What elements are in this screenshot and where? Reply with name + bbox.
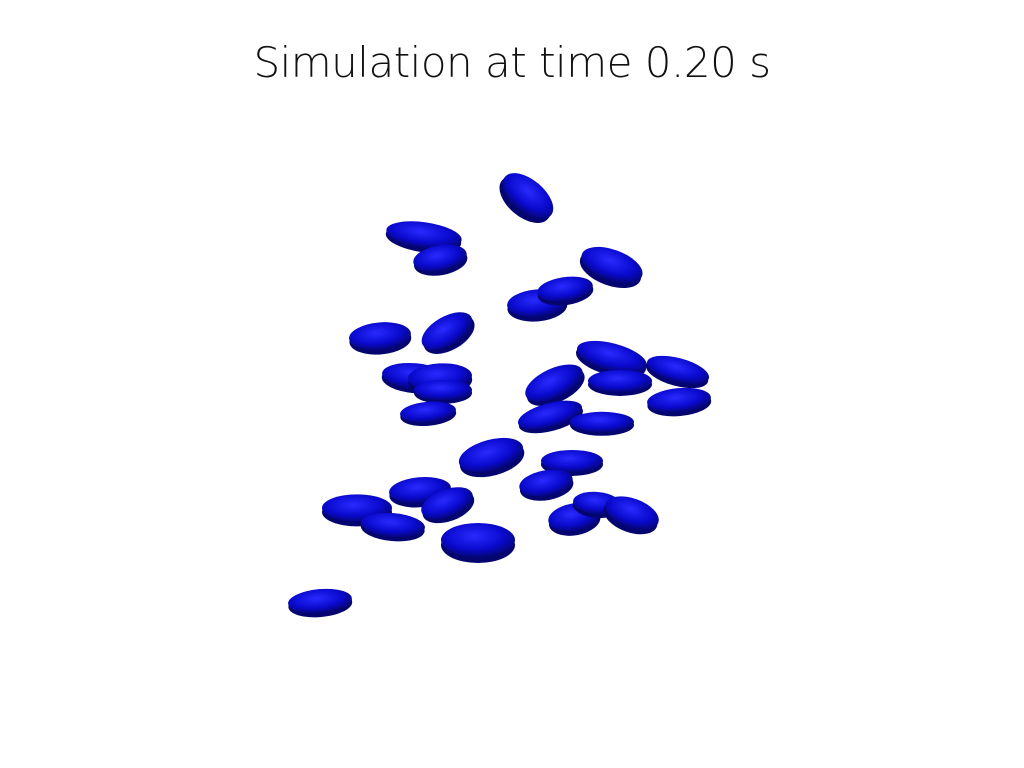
particle-body: [647, 387, 711, 413]
particle: [519, 469, 574, 501]
particle-body: [458, 437, 524, 473]
particle: [414, 379, 472, 404]
particle-body: [441, 523, 515, 557]
particle-body: [288, 588, 352, 614]
particle: [575, 340, 647, 378]
particle-body: [414, 379, 472, 401]
particle-body: [541, 449, 603, 473]
particle-body: [537, 276, 593, 302]
particle-body: [349, 322, 411, 350]
particle-body: [517, 400, 583, 430]
simulation-title: Simulation at time 0.20 s: [253, 38, 771, 87]
particle: [288, 588, 353, 618]
particle: [588, 369, 652, 396]
particle: [421, 312, 475, 354]
particle-body: [581, 246, 643, 284]
particle: [647, 387, 712, 417]
particle: [499, 173, 554, 223]
particle-body: [421, 487, 473, 519]
particle: [421, 487, 475, 524]
particle-body: [588, 369, 652, 393]
particle-body: [386, 221, 462, 249]
particle-body: [605, 496, 659, 530]
particle-body: [570, 411, 634, 433]
particle: [603, 496, 659, 535]
particle-body: [502, 173, 554, 219]
particle: [349, 322, 412, 355]
particle: [579, 246, 643, 288]
particle-body: [400, 401, 456, 423]
particle: [441, 523, 515, 563]
particle-body: [577, 340, 647, 374]
particle: [517, 400, 583, 434]
particle: [646, 355, 710, 389]
particle-body: [413, 244, 467, 272]
particle: [525, 364, 585, 406]
particle: [537, 276, 594, 306]
particle-body: [646, 355, 710, 385]
particle-body: [421, 312, 473, 350]
particle: [400, 401, 457, 427]
particle: [413, 244, 468, 276]
particle-body: [519, 469, 573, 497]
particle: [360, 512, 425, 542]
particle-body: [525, 364, 583, 402]
particle: [458, 437, 525, 478]
particle: [570, 411, 634, 436]
particle-body: [361, 512, 425, 538]
